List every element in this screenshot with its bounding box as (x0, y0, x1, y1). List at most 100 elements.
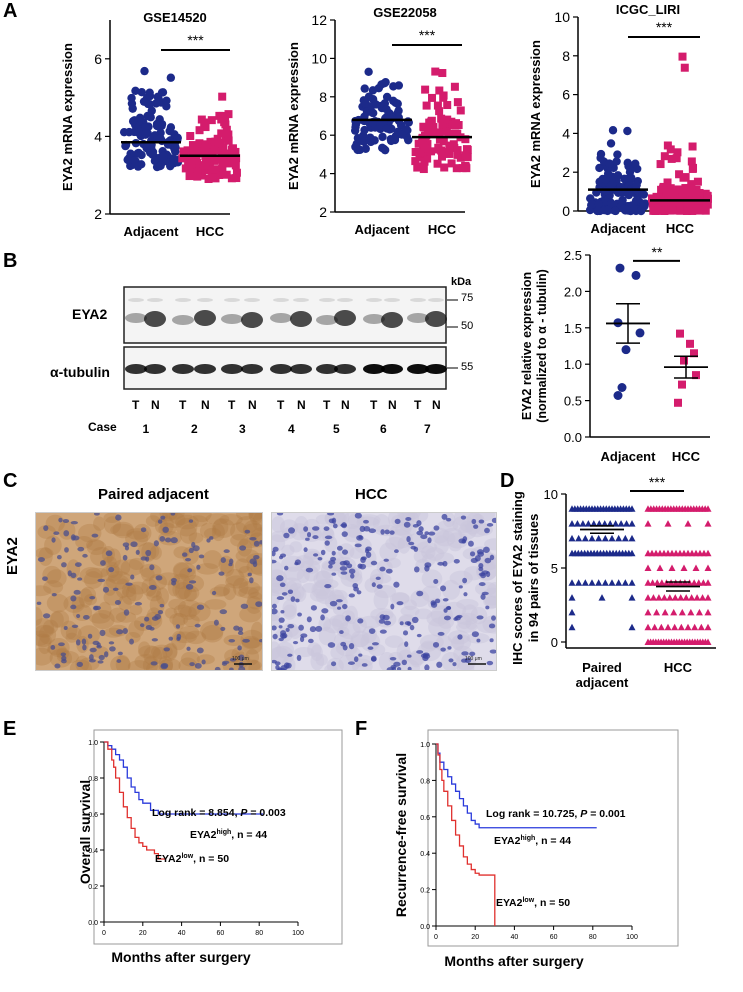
cell-nucleus (396, 601, 404, 606)
cell-cytoplasm (204, 599, 227, 610)
data-point (702, 199, 711, 208)
cell-nucleus (281, 634, 287, 639)
cell-nucleus (196, 604, 205, 610)
data-point (361, 99, 371, 108)
cell-nucleus (445, 517, 452, 522)
data-point (695, 579, 703, 586)
blot-lane-label: T (323, 398, 331, 412)
data-point (404, 135, 413, 145)
cell-nucleus (473, 524, 479, 529)
y-tick-label: 0.4 (420, 851, 430, 858)
data-point (628, 520, 636, 527)
cell-nucleus (247, 572, 252, 577)
cell-cytoplasm (456, 660, 475, 670)
data-point (631, 159, 640, 168)
cell-nucleus (350, 573, 355, 579)
data-point (440, 163, 449, 172)
blot-band-tubulin (270, 364, 292, 374)
cell-nucleus (462, 577, 468, 584)
cell-nucleus (81, 638, 87, 645)
cell-nucleus (305, 537, 310, 541)
y-tick-label: 0 (551, 635, 558, 650)
data-point (631, 270, 641, 280)
cell-nucleus (194, 662, 202, 669)
cell-nucleus (114, 599, 122, 606)
cell-nucleus (478, 562, 484, 569)
cell-cytoplasm (249, 513, 262, 525)
data-point (628, 623, 636, 631)
cell-nucleus (330, 556, 337, 562)
ihc-hcc-texture (272, 513, 496, 670)
data-point (623, 126, 632, 136)
data-point (644, 520, 652, 527)
blot-band-tubulin (425, 364, 447, 374)
y-tick-label: 4 (94, 128, 102, 144)
blot-lane-label: N (297, 398, 306, 412)
cell-nucleus (441, 513, 448, 520)
cell-cytoplasm (172, 579, 193, 600)
cell-nucleus (328, 518, 335, 524)
cell-nucleus (309, 626, 317, 633)
cell-nucleus (384, 529, 390, 535)
data-point (419, 165, 428, 174)
data-point (704, 579, 712, 586)
blot-case-number: 6 (380, 422, 387, 436)
blot-lane-label: T (228, 398, 236, 412)
cell-nucleus (489, 554, 495, 561)
cell-nucleus (488, 623, 496, 629)
cell-nucleus (442, 598, 449, 602)
cell-nucleus (157, 609, 164, 615)
data-point (360, 125, 369, 135)
cell-nucleus (476, 549, 484, 555)
cell-cytoplasm (180, 651, 200, 667)
cell-nucleus (406, 654, 412, 658)
cell-nucleus (312, 535, 319, 540)
data-point (377, 80, 386, 89)
y-tick-label: 0.6 (88, 812, 98, 819)
cell-nucleus (345, 615, 351, 622)
data-point (181, 164, 190, 173)
data-point (621, 534, 629, 542)
cell-cytoplasm (127, 660, 151, 670)
cell-cytoplasm (318, 626, 336, 646)
data-point (601, 579, 609, 586)
cell-nucleus (154, 613, 162, 620)
blot-marker-55: 55 (461, 361, 474, 373)
cell-nucleus (276, 513, 284, 516)
data-point (608, 534, 616, 542)
cell-nucleus (297, 612, 302, 617)
cell-nucleus (486, 660, 494, 666)
x-tick-label: 80 (589, 934, 597, 941)
cell-nucleus (97, 578, 106, 583)
log-rank-value: = 0.001 (587, 808, 625, 820)
cell-cytoplasm (93, 516, 106, 531)
cell-nucleus (382, 614, 390, 621)
cell-cytoplasm (165, 642, 178, 659)
data-point (450, 82, 459, 91)
cell-nucleus (298, 624, 304, 631)
cell-cytoplasm (434, 530, 456, 547)
cell-nucleus (331, 572, 337, 576)
data-point (701, 206, 710, 215)
cell-nucleus (404, 621, 411, 626)
cell-cytoplasm (86, 539, 107, 556)
data-point (676, 206, 685, 215)
blot-band-tubulin (194, 364, 216, 374)
cell-cytoplasm (110, 655, 131, 670)
data-point (662, 188, 671, 197)
data-point (157, 88, 167, 97)
cell-nucleus (446, 605, 452, 611)
cell-nucleus (170, 513, 176, 516)
cell-nucleus (432, 641, 440, 648)
cell-nucleus (361, 663, 368, 667)
data-point (227, 174, 236, 183)
data-point (213, 170, 222, 179)
data-point (165, 126, 174, 136)
data-point (456, 106, 465, 115)
blot-band-faint (410, 298, 426, 302)
cell-cytoplasm (117, 595, 132, 611)
y-tick-label: 0.2 (420, 888, 430, 895)
cell-nucleus (476, 615, 484, 620)
data-point (656, 564, 664, 571)
cell-cytoplasm (183, 587, 197, 602)
